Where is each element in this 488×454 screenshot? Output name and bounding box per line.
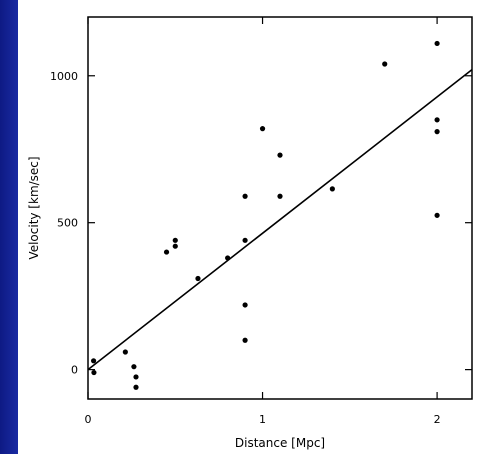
data-point [434, 40, 440, 47]
data-point [90, 358, 97, 364]
data-point [382, 61, 388, 67]
data-point [242, 237, 248, 243]
data-point [259, 126, 266, 132]
data-points [90, 40, 440, 390]
data-point [242, 337, 248, 343]
data-point [163, 249, 170, 255]
data-point [434, 212, 440, 218]
y-tick-label: 1000 [50, 70, 78, 83]
x-axis-label: Distance [Mpc] [235, 436, 325, 450]
data-point [133, 374, 139, 380]
fit-line-group [87, 69, 473, 371]
data-point [242, 193, 248, 199]
data-point [172, 237, 178, 243]
x-tick-label: 0 [85, 413, 92, 426]
data-point [195, 275, 201, 282]
plot-area-frame [87, 16, 473, 400]
data-point [434, 129, 440, 135]
data-point [242, 302, 248, 308]
data-point [329, 186, 335, 192]
plot-panel [18, 0, 488, 454]
data-point [225, 255, 231, 261]
data-point [172, 243, 178, 249]
data-point [91, 369, 97, 376]
y-tick-label: 500 [57, 217, 78, 230]
data-point [277, 193, 283, 199]
y-tick-label: 0 [71, 364, 78, 377]
axis-ticks: 0 1 2 0 500 1000 [50, 17, 472, 426]
data-point [277, 152, 283, 158]
data-point [434, 117, 440, 123]
x-tick-label: 1 [259, 413, 266, 426]
data-point [131, 364, 137, 370]
x-tick-label: 2 [434, 413, 441, 426]
slide-left-band [0, 0, 20, 454]
y-axis-label: Velocity [km/sec] [27, 156, 41, 259]
fit-line [87, 69, 473, 371]
data-point [122, 349, 128, 355]
data-point [133, 384, 139, 390]
